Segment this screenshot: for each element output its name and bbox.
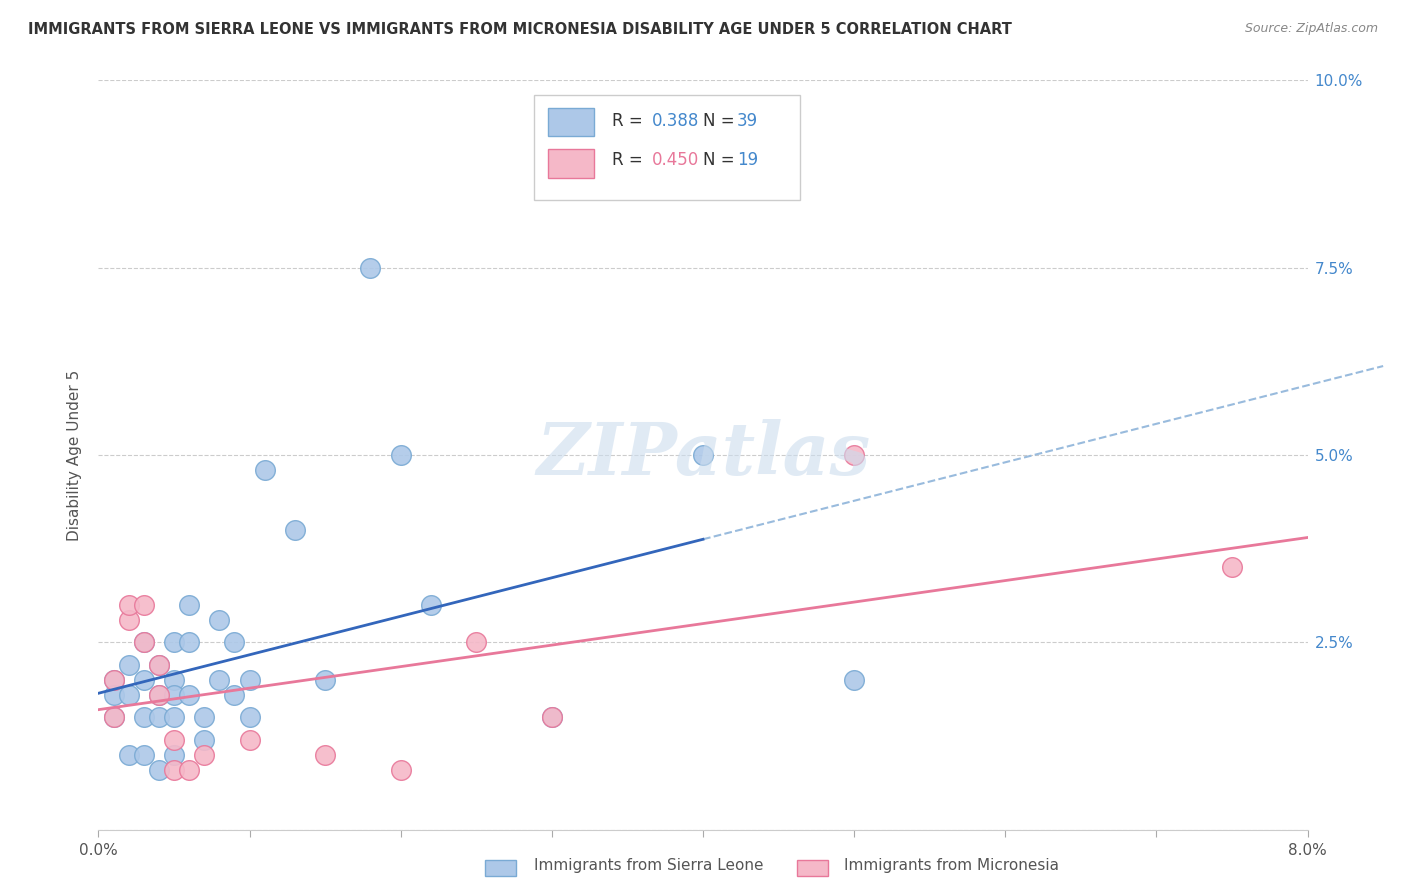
Text: 0.388: 0.388	[652, 112, 700, 129]
Point	[193, 732, 215, 747]
Point	[239, 673, 262, 687]
Text: R =: R =	[613, 152, 648, 169]
Y-axis label: Disability Age Under 5: Disability Age Under 5	[67, 369, 83, 541]
Point	[148, 657, 170, 672]
Point	[118, 613, 141, 627]
Point	[103, 710, 125, 724]
Point	[132, 635, 155, 649]
Point	[148, 657, 170, 672]
Point	[389, 763, 412, 777]
Point	[208, 613, 231, 627]
Point	[148, 710, 170, 724]
Point	[118, 598, 141, 612]
Point	[103, 673, 125, 687]
Point	[163, 673, 186, 687]
Point	[179, 688, 201, 702]
Point	[239, 732, 262, 747]
Point	[314, 673, 336, 687]
Text: N =: N =	[703, 112, 740, 129]
Point	[844, 673, 866, 687]
Point	[193, 710, 215, 724]
Point	[132, 673, 155, 687]
Point	[224, 635, 246, 649]
Point	[465, 635, 488, 649]
Point	[179, 763, 201, 777]
Point	[253, 463, 276, 477]
Point	[132, 747, 155, 762]
Text: 19: 19	[737, 152, 758, 169]
Point	[179, 635, 201, 649]
Point	[163, 688, 186, 702]
Point	[103, 688, 125, 702]
Point	[103, 673, 125, 687]
Point	[163, 747, 186, 762]
Point	[1220, 560, 1243, 574]
Text: Immigrants from Micronesia: Immigrants from Micronesia	[844, 858, 1059, 872]
Point	[420, 598, 443, 612]
Point	[118, 747, 141, 762]
Point	[540, 710, 562, 724]
Point	[208, 673, 231, 687]
Point	[389, 448, 412, 462]
Point	[193, 747, 215, 762]
Point	[239, 710, 262, 724]
Point	[118, 657, 141, 672]
Point	[148, 763, 170, 777]
Point	[284, 523, 307, 537]
Point	[148, 688, 170, 702]
Point	[118, 688, 141, 702]
Point	[132, 598, 155, 612]
Point	[179, 598, 201, 612]
Point	[360, 260, 382, 275]
Point	[132, 635, 155, 649]
Text: R =: R =	[613, 112, 648, 129]
Text: 0.450: 0.450	[652, 152, 699, 169]
FancyBboxPatch shape	[548, 149, 595, 178]
FancyBboxPatch shape	[548, 108, 595, 136]
Point	[163, 635, 186, 649]
Point	[132, 710, 155, 724]
Point	[103, 710, 125, 724]
Point	[540, 710, 562, 724]
Text: IMMIGRANTS FROM SIERRA LEONE VS IMMIGRANTS FROM MICRONESIA DISABILITY AGE UNDER : IMMIGRANTS FROM SIERRA LEONE VS IMMIGRAN…	[28, 22, 1012, 37]
Point	[314, 747, 336, 762]
Point	[163, 710, 186, 724]
Text: Source: ZipAtlas.com: Source: ZipAtlas.com	[1244, 22, 1378, 36]
Point	[692, 448, 714, 462]
FancyBboxPatch shape	[534, 95, 800, 200]
Text: ZIPatlas: ZIPatlas	[536, 419, 870, 491]
Point	[163, 763, 186, 777]
Point	[224, 688, 246, 702]
Text: Immigrants from Sierra Leone: Immigrants from Sierra Leone	[534, 858, 763, 872]
Point	[844, 448, 866, 462]
Point	[163, 732, 186, 747]
Point	[148, 688, 170, 702]
Text: 39: 39	[737, 112, 758, 129]
Text: N =: N =	[703, 152, 740, 169]
